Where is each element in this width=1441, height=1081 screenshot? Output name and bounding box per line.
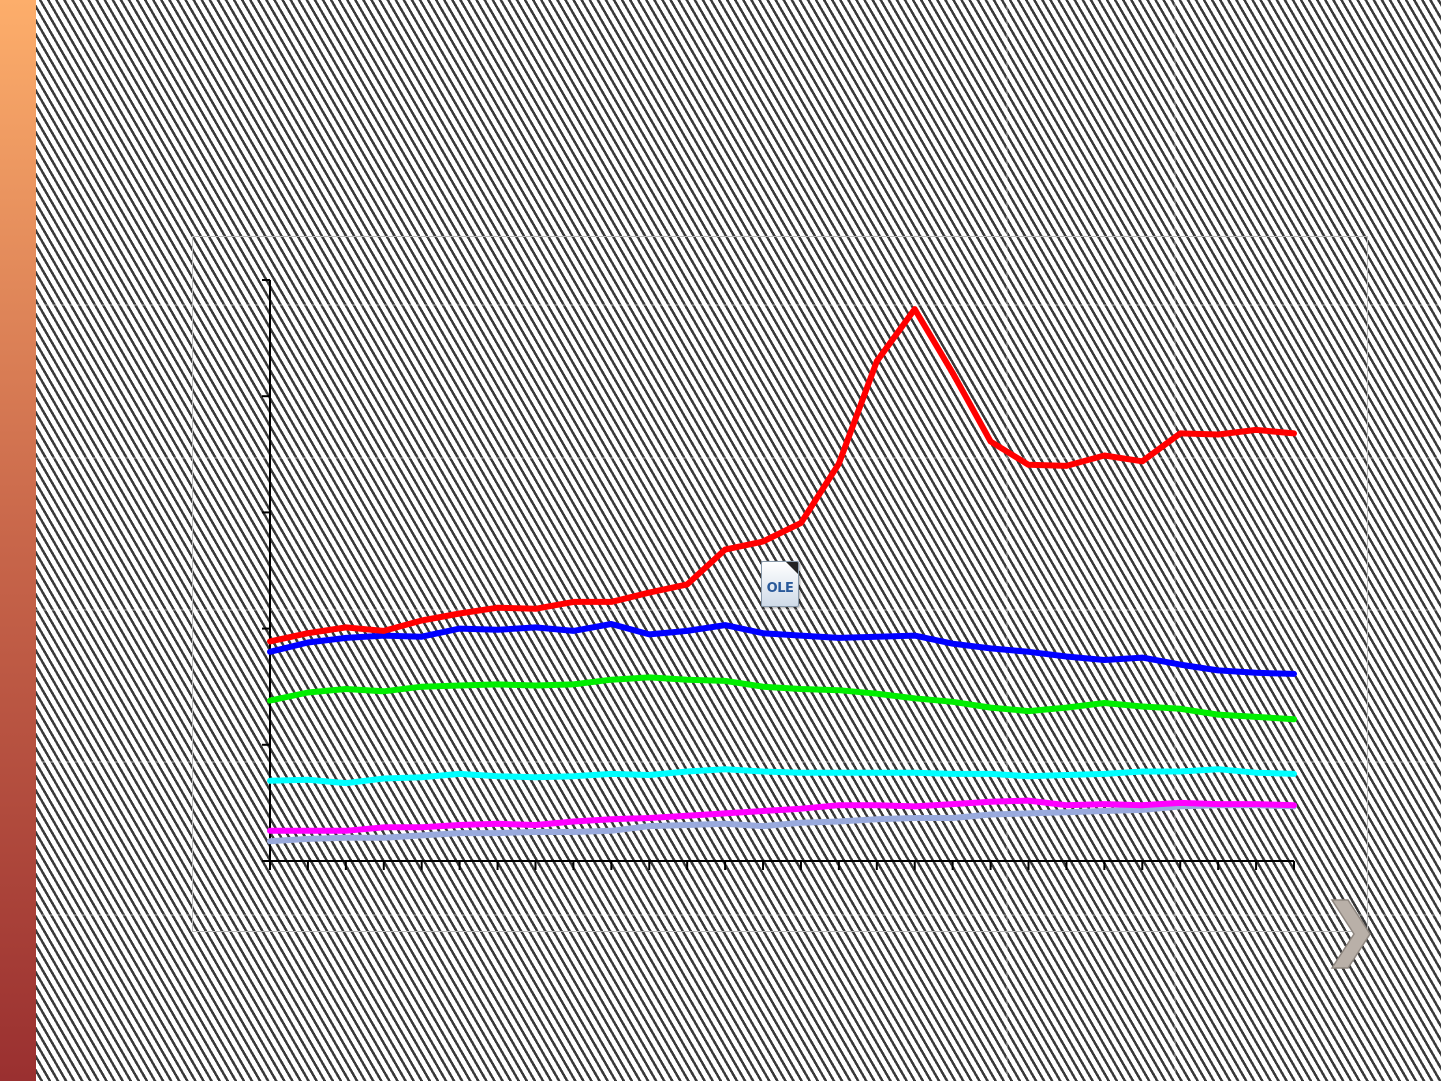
next-slide-button[interactable] [1326, 894, 1376, 974]
series-line-6 [267, 802, 1297, 845]
chart-frame [192, 236, 1368, 932]
series-line-1 [267, 306, 1297, 645]
chart-series [267, 306, 1297, 845]
slide-accent-bar [0, 0, 36, 1081]
series-line-5 [267, 797, 1297, 834]
ole-object-icon[interactable]: OLE [761, 561, 799, 607]
chevron-right-icon [1330, 899, 1371, 969]
chart-axes [262, 279, 1295, 870]
series-line-2 [267, 621, 1297, 677]
series-line-4 [267, 766, 1297, 787]
series-line-3 [267, 674, 1297, 723]
ole-label: OLE [766, 581, 794, 596]
ole-page-fold [786, 562, 798, 574]
